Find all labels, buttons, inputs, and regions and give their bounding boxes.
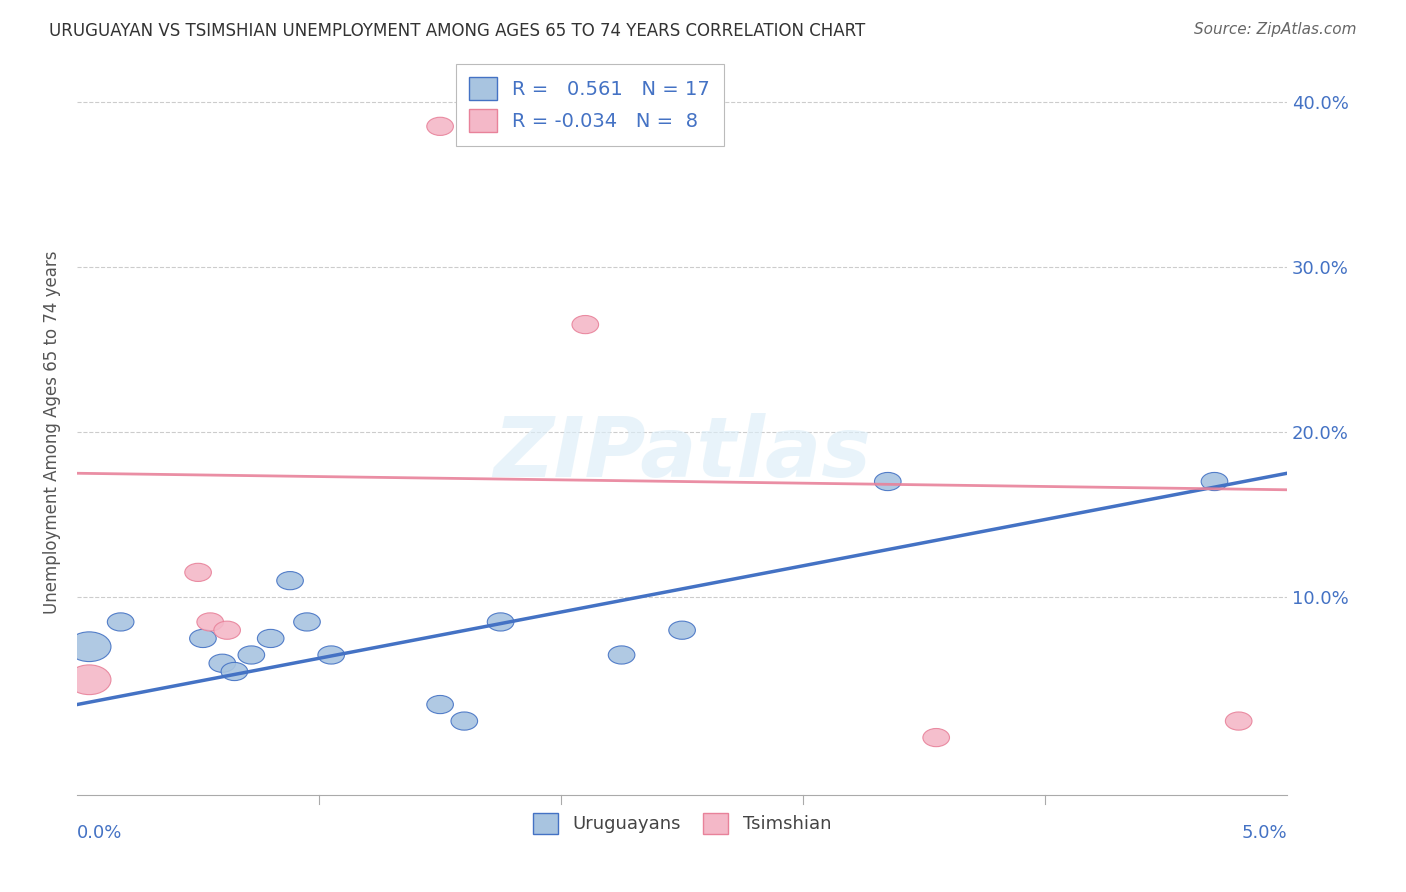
Ellipse shape — [427, 117, 453, 136]
Ellipse shape — [277, 572, 304, 590]
Ellipse shape — [190, 630, 217, 648]
Ellipse shape — [1226, 712, 1251, 731]
Ellipse shape — [294, 613, 321, 631]
Ellipse shape — [197, 613, 224, 631]
Text: URUGUAYAN VS TSIMSHIAN UNEMPLOYMENT AMONG AGES 65 TO 74 YEARS CORRELATION CHART: URUGUAYAN VS TSIMSHIAN UNEMPLOYMENT AMON… — [49, 22, 866, 40]
Ellipse shape — [209, 654, 236, 673]
Ellipse shape — [257, 630, 284, 648]
Ellipse shape — [875, 473, 901, 491]
Legend: Uruguayans, Tsimshian: Uruguayans, Tsimshian — [522, 802, 842, 845]
Text: 0.0%: 0.0% — [77, 824, 122, 842]
Ellipse shape — [922, 729, 949, 747]
Ellipse shape — [451, 712, 478, 731]
Ellipse shape — [318, 646, 344, 664]
Ellipse shape — [214, 621, 240, 640]
Ellipse shape — [609, 646, 636, 664]
Ellipse shape — [488, 613, 515, 631]
Ellipse shape — [107, 613, 134, 631]
Text: ZIPatlas: ZIPatlas — [494, 413, 872, 494]
Ellipse shape — [669, 621, 696, 640]
Y-axis label: Unemployment Among Ages 65 to 74 years: Unemployment Among Ages 65 to 74 years — [44, 251, 60, 614]
Ellipse shape — [67, 665, 111, 695]
Ellipse shape — [427, 696, 453, 714]
Ellipse shape — [238, 646, 264, 664]
Ellipse shape — [572, 316, 599, 334]
Text: Source: ZipAtlas.com: Source: ZipAtlas.com — [1194, 22, 1357, 37]
Ellipse shape — [184, 563, 211, 582]
Ellipse shape — [221, 663, 247, 681]
Ellipse shape — [67, 632, 111, 662]
Ellipse shape — [1201, 473, 1227, 491]
Text: 5.0%: 5.0% — [1241, 824, 1286, 842]
